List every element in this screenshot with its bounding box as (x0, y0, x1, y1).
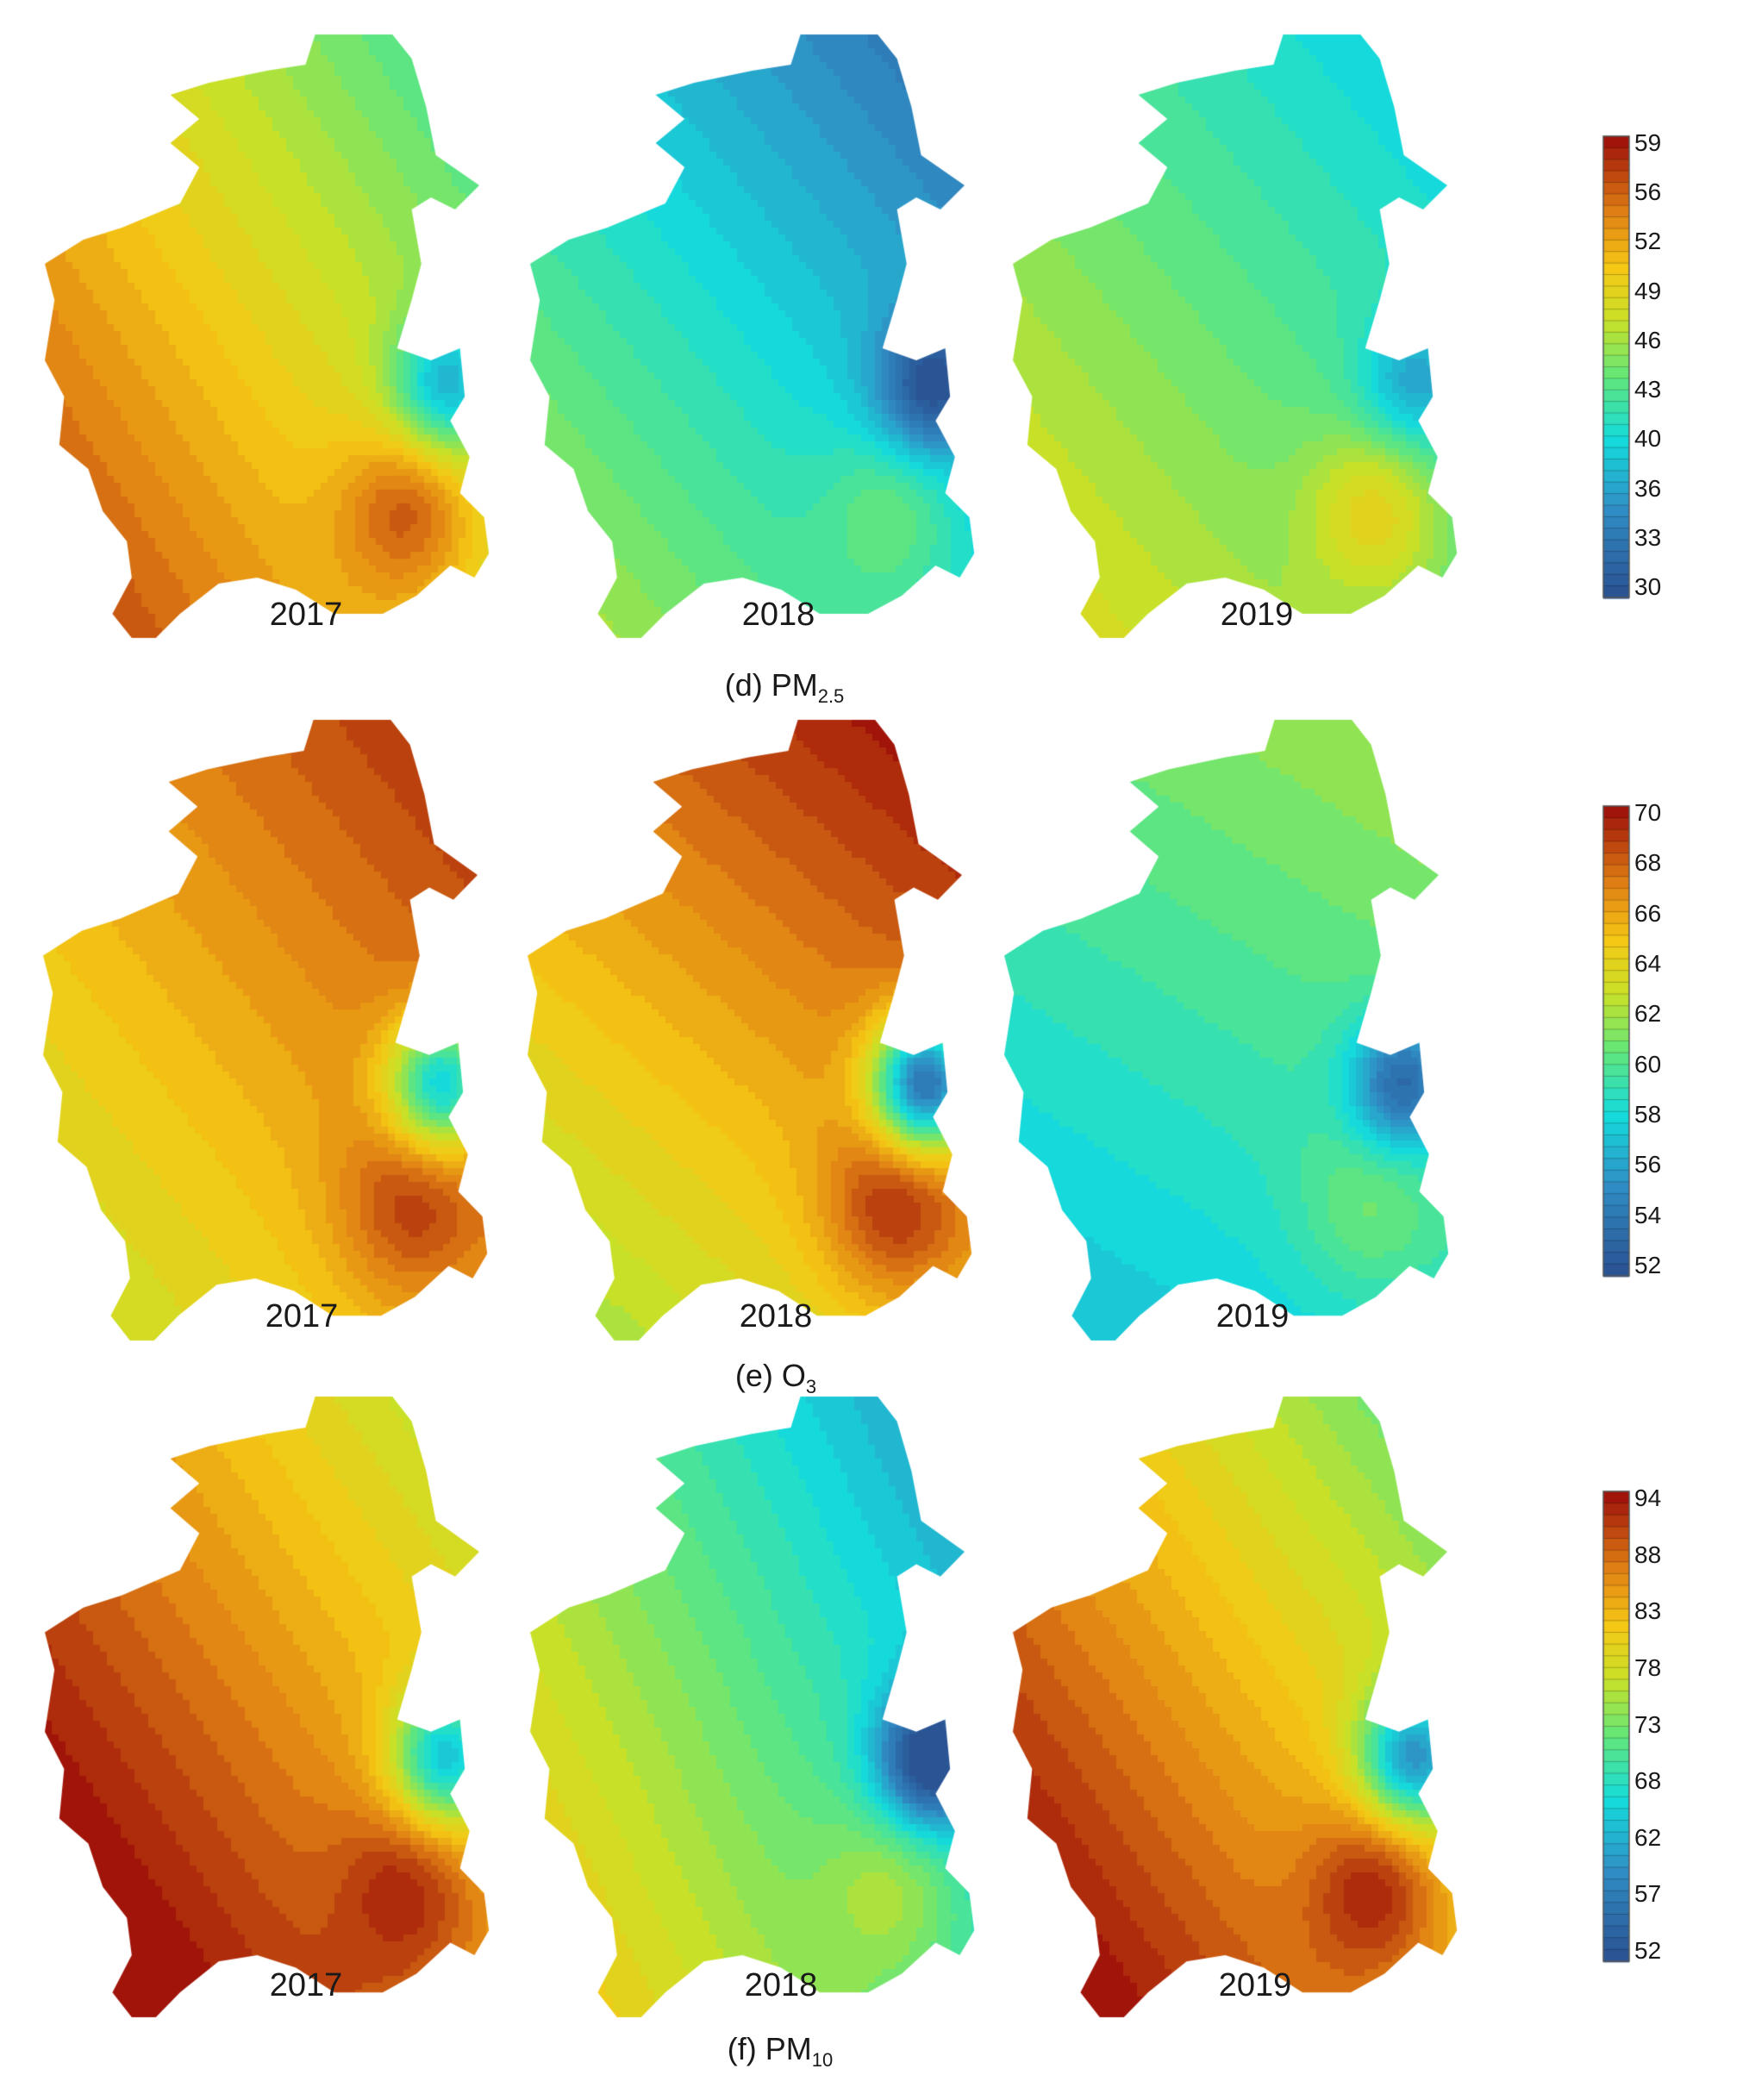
colorbar-tick-label: 52 (1634, 1252, 1662, 1278)
colorbar-tick-label: 62 (1634, 1000, 1662, 1028)
year-label: 2018 (741, 597, 815, 633)
colorbar-tick-label: 54 (1634, 1201, 1662, 1228)
year-label: 2019 (1220, 597, 1294, 633)
colorbar-tick-label: 68 (1634, 1767, 1662, 1795)
colorbar-tick-label: 57 (1634, 1880, 1662, 1908)
colorbar-tick-label: 56 (1634, 178, 1662, 206)
panel-title: (e) O3 (734, 1358, 817, 1398)
colorbar-tick-label: 46 (1634, 326, 1662, 353)
colorbar-tick-label: 73 (1634, 1710, 1662, 1738)
year-label: 2017 (265, 1298, 339, 1334)
colorbar-tick-label: 60 (1634, 1050, 1662, 1078)
colorbar-tick-label: 78 (1634, 1653, 1662, 1681)
year-label: 2018 (739, 1298, 813, 1334)
colorbar-tick-label: 56 (1634, 1151, 1662, 1178)
colorbar-tick-label: 59 (1634, 129, 1662, 156)
colorbar-tick-label: 66 (1634, 899, 1662, 927)
colorbar-tick-label: 88 (1634, 1541, 1662, 1568)
year-label: 2019 (1218, 1967, 1292, 2003)
colorbar-tick-label: 83 (1634, 1597, 1662, 1625)
colorbar-tick-label: 52 (1634, 228, 1662, 255)
colorbar-tick-label: 58 (1634, 1101, 1662, 1128)
colorbar-tick-label: 64 (1634, 950, 1662, 977)
colorbar-tick-label: 70 (1634, 799, 1662, 826)
colorbar-tick-label: 52 (1634, 1937, 1662, 1964)
colorbar-tick-label: 43 (1634, 376, 1662, 403)
colorbar-tick-label: 33 (1634, 523, 1662, 551)
colorbar-tick-label: 49 (1634, 277, 1662, 304)
year-label: 2018 (744, 1967, 818, 2003)
colorbar-tick-label: 62 (1634, 1823, 1662, 1851)
colorbar-tick-label: 68 (1634, 849, 1662, 877)
year-label: 2017 (269, 1967, 343, 2003)
colorbar-tick-label: 40 (1634, 425, 1662, 453)
colorbar-tick-label: 94 (1634, 1484, 1662, 1511)
panel-title: (d) PM2.5 (724, 667, 845, 708)
year-label: 2019 (1215, 1298, 1290, 1334)
colorbar-tick-label: 30 (1634, 573, 1662, 600)
panel-title: (f) PM10 (727, 2031, 834, 2072)
year-label: 2017 (269, 597, 343, 633)
colorbar-tick-label: 36 (1634, 474, 1662, 502)
